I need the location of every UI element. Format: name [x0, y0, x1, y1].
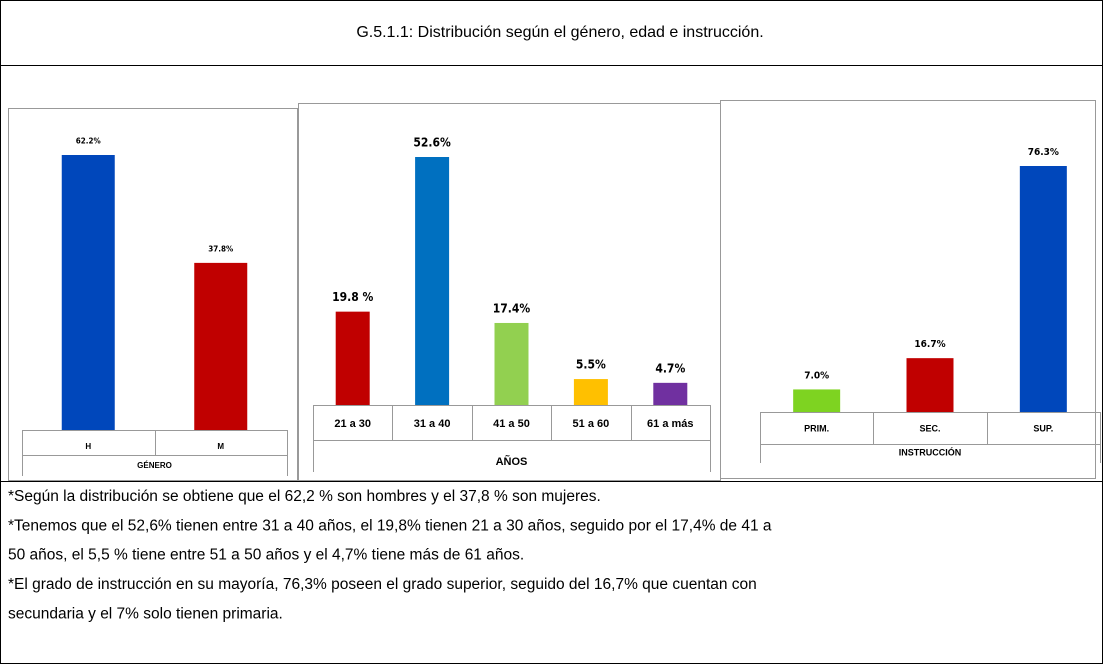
title: G.5.1.1: Distribución según el género, e… — [356, 24, 763, 41]
value-label: 76.3% — [1028, 147, 1059, 158]
category-label: SUP. — [1033, 423, 1053, 433]
bar — [573, 379, 608, 405]
category-label: SEC. — [919, 423, 940, 433]
value-label: 62.2% — [76, 137, 101, 146]
value-label: 52.6% — [413, 136, 451, 150]
value-label: 17.4% — [493, 301, 531, 315]
note-line: *Tenemos que el 52,6% tienen entre 31 a … — [8, 517, 772, 534]
category-label: 21 a 30 — [334, 418, 371, 430]
bar — [793, 389, 841, 412]
bar — [415, 157, 450, 405]
chart-box — [298, 103, 721, 481]
bar — [1019, 166, 1067, 412]
bar — [494, 322, 529, 405]
value-label: 7.0% — [804, 370, 829, 381]
value-label: 5.5% — [576, 358, 606, 372]
note-line: *El grado de instrucción en su mayoría, … — [8, 576, 757, 593]
category-label: 61 a más — [647, 418, 693, 430]
bar — [194, 262, 248, 430]
bar — [61, 155, 115, 430]
x-axis-label: GÉNERO — [137, 461, 172, 470]
category-label: H — [85, 442, 91, 451]
value-label: 4.7% — [655, 361, 685, 375]
category-label: M — [217, 442, 224, 451]
note-line: secundaria y el 7% solo tienen primaria. — [8, 605, 283, 622]
bar — [335, 311, 370, 405]
bar — [906, 358, 954, 412]
note-line: 50 años, el 5,5 % tiene entre 51 a 50 añ… — [8, 547, 524, 564]
x-axis-label: INSTRUCCIÓN — [899, 446, 962, 457]
value-label: 16.7% — [914, 339, 945, 350]
note-line: *Según la distribución se obtiene que el… — [8, 488, 601, 505]
category-label: PRIM. — [804, 423, 829, 433]
category-label: 31 a 40 — [414, 418, 451, 430]
chart-box — [8, 108, 298, 481]
value-label: 37.8% — [208, 244, 233, 253]
value-label: 19.8 % — [332, 290, 373, 304]
category-label: 51 a 60 — [573, 418, 610, 430]
x-axis-label: AÑOS — [496, 455, 528, 468]
bar — [653, 382, 688, 405]
category-label: 41 a 50 — [493, 418, 530, 430]
